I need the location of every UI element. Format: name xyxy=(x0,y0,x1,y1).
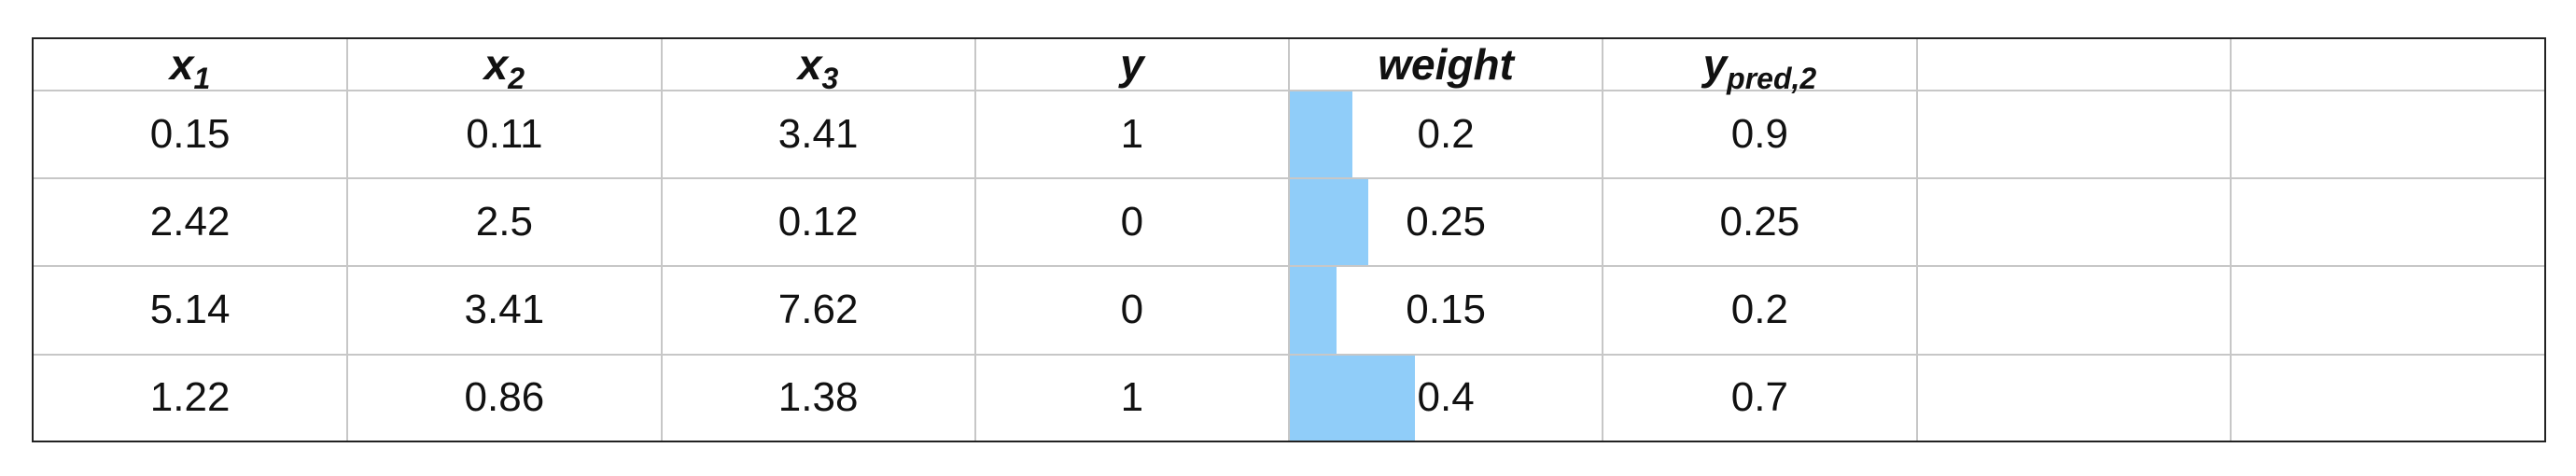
weight-bar xyxy=(1290,267,1337,354)
header-x1-sub: 1 xyxy=(193,62,211,95)
cell-weight: 0.4 xyxy=(1287,353,1604,441)
cell-x3: 7.62 xyxy=(660,265,976,356)
cell-empty xyxy=(2229,265,2544,356)
cell-empty xyxy=(2229,89,2544,180)
cell-weight-value: 0.4 xyxy=(1417,374,1475,421)
cell-ypred2: 0.7 xyxy=(1602,353,1918,441)
cell-weight: 0.2 xyxy=(1287,89,1604,180)
header-ypred2: ypred,2 xyxy=(1602,39,1918,93)
header-x3-sub: 3 xyxy=(821,62,839,95)
header-ypred2-sub: pred,2 xyxy=(1727,62,1817,95)
header-y: y xyxy=(973,39,1291,91)
data-table: x1 x2 x3 y weight ypred,2 0.15 0.11 3.41… xyxy=(34,39,2544,441)
cell-x2: 2.5 xyxy=(346,177,663,268)
data-table-container: x1 x2 x3 y weight ypred,2 0.15 0.11 3.41… xyxy=(32,37,2546,442)
cell-empty xyxy=(2229,353,2544,441)
header-ypred2-base: y xyxy=(1702,40,1728,89)
header-x3-base: x xyxy=(797,40,822,89)
cell-weight: 0.15 xyxy=(1287,265,1604,356)
header-x1-base: x xyxy=(169,40,194,89)
weight-bar xyxy=(1290,355,1415,441)
weight-bar xyxy=(1290,179,1368,266)
cell-x3: 3.41 xyxy=(660,89,976,180)
cell-x1: 2.42 xyxy=(34,177,349,268)
header-x2: x2 xyxy=(346,39,663,93)
cell-y: 1 xyxy=(973,89,1291,180)
table-row: 2.42 2.5 0.12 0 0.25 0.25 xyxy=(34,177,2544,268)
cell-empty xyxy=(1915,265,2232,356)
cell-y: 0 xyxy=(973,177,1291,268)
cell-weight-value: 0.2 xyxy=(1417,111,1475,158)
weight-bar xyxy=(1290,91,1352,178)
cell-x2: 3.41 xyxy=(346,265,663,356)
cell-x3: 0.12 xyxy=(660,177,976,268)
cell-weight: 0.25 xyxy=(1287,177,1604,268)
cell-empty xyxy=(1915,353,2232,441)
cell-empty xyxy=(1915,177,2232,268)
table-row: 1.22 0.86 1.38 1 0.4 0.7 xyxy=(34,353,2544,441)
header-x1: x1 xyxy=(34,39,349,93)
cell-empty xyxy=(1915,89,2232,180)
header-weight-base: weight xyxy=(1378,40,1514,89)
cell-y: 1 xyxy=(973,353,1291,441)
cell-x2: 0.11 xyxy=(346,89,663,180)
header-x2-base: x xyxy=(483,40,509,89)
cell-x3: 1.38 xyxy=(660,353,976,441)
header-y-base: y xyxy=(1120,40,1144,89)
header-empty-8 xyxy=(2229,39,2544,91)
header-row: x1 x2 x3 y weight ypred,2 xyxy=(34,39,2544,93)
cell-x1: 0.15 xyxy=(34,89,349,180)
cell-weight-value: 0.25 xyxy=(1406,199,1486,245)
cell-ypred2: 0.9 xyxy=(1602,89,1918,180)
cell-weight-value: 0.15 xyxy=(1406,287,1486,333)
cell-x1: 1.22 xyxy=(34,353,349,441)
cell-ypred2: 0.2 xyxy=(1602,265,1918,356)
header-x2-sub: 2 xyxy=(508,62,525,95)
cell-x1: 5.14 xyxy=(34,265,349,356)
header-weight: weight xyxy=(1287,39,1604,91)
cell-ypred2: 0.25 xyxy=(1602,177,1918,268)
cell-x2: 0.86 xyxy=(346,353,663,441)
table-row: 5.14 3.41 7.62 0 0.15 0.2 xyxy=(34,265,2544,356)
cell-y: 0 xyxy=(973,265,1291,356)
table-row: 0.15 0.11 3.41 1 0.2 0.9 xyxy=(34,89,2544,180)
header-empty-7 xyxy=(1915,39,2232,91)
cell-empty xyxy=(2229,177,2544,268)
header-x3: x3 xyxy=(660,39,976,93)
